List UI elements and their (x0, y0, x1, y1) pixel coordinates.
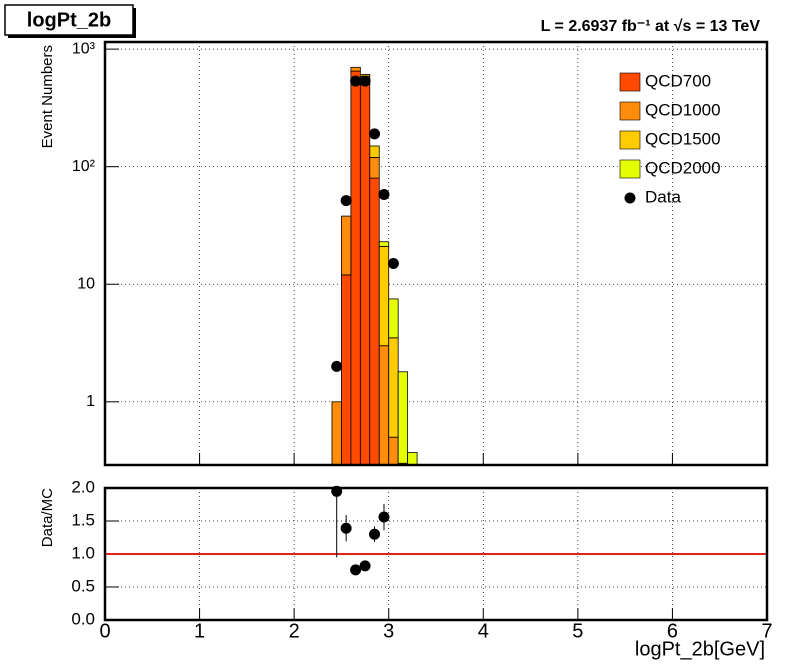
histogram-bar (369, 145, 380, 158)
x-tick-label: 5 (572, 620, 583, 642)
legend-label: Data (645, 187, 681, 206)
legend-marker (624, 192, 636, 204)
histogram-bar (359, 84, 371, 466)
chart-title: logPt_2b (27, 9, 111, 31)
y-tick-label: 1 (86, 393, 95, 410)
data-point (378, 189, 390, 201)
y-axis-label: Event Numbers (39, 45, 56, 148)
plot-frame (103, 40, 769, 467)
legend-swatch (619, 159, 641, 179)
data-point (369, 528, 381, 540)
title-box (4, 4, 134, 36)
legend-swatch (619, 72, 641, 92)
data-point (350, 564, 362, 576)
x-tick-label: 6 (667, 620, 678, 642)
histogram-bar (378, 245, 390, 347)
data-point (340, 195, 352, 207)
legend-label: QCD2000 (645, 158, 721, 177)
histogram-bar (341, 274, 352, 466)
histogram-bar (378, 241, 390, 247)
data-point (378, 511, 390, 523)
histogram-bar (397, 371, 409, 464)
x-tick-label: 0 (99, 620, 110, 642)
histogram-bar (331, 401, 342, 466)
y-tick-label: 10³ (72, 40, 96, 57)
y-tick-label: 0.5 (71, 576, 95, 595)
x-tick-label: 4 (478, 620, 489, 642)
data-point (369, 128, 381, 140)
plot-frame (103, 486, 769, 622)
y-tick-label: 2.0 (71, 477, 95, 496)
x-tick-label: 7 (761, 620, 772, 642)
y-tick-label: 1.5 (71, 510, 95, 529)
x-axis-label: logPt_2b[GeV] (635, 638, 765, 660)
histogram-bar (350, 66, 361, 72)
y-tick-label: 10 (77, 275, 95, 292)
legend-label: QCD700 (645, 71, 711, 90)
data-point (350, 75, 362, 87)
data-point (359, 75, 371, 87)
histogram-bar (407, 452, 418, 466)
data-point (331, 360, 343, 372)
ratio-y-axis-label: Data/MC (39, 488, 56, 547)
data-point (359, 560, 371, 572)
x-tick-label: 3 (383, 620, 394, 642)
y-tick-label: 10² (72, 158, 96, 175)
data-point (387, 258, 399, 270)
histogram-bar (388, 436, 399, 466)
x-tick-label: 1 (194, 620, 205, 642)
legend-label: QCD1000 (645, 100, 721, 119)
histogram-bar (388, 298, 399, 339)
legend-swatch (619, 101, 641, 121)
y-tick-label: 1.0 (71, 543, 95, 562)
x-tick-label: 2 (289, 620, 300, 642)
histogram-bar (350, 70, 361, 466)
data-point (340, 522, 352, 534)
legend-label: QCD1500 (645, 129, 721, 148)
histogram-bar (378, 345, 390, 466)
histogram-bar (369, 156, 380, 179)
histogram-bar (388, 337, 399, 438)
histogram-bar (341, 215, 352, 276)
y-tick-label: 0.0 (71, 609, 95, 628)
subtitle: L = 2.6937 fb⁻¹ at √s = 13 TeV (541, 18, 761, 35)
legend-swatch (619, 130, 641, 150)
histogram-bar (369, 177, 380, 466)
